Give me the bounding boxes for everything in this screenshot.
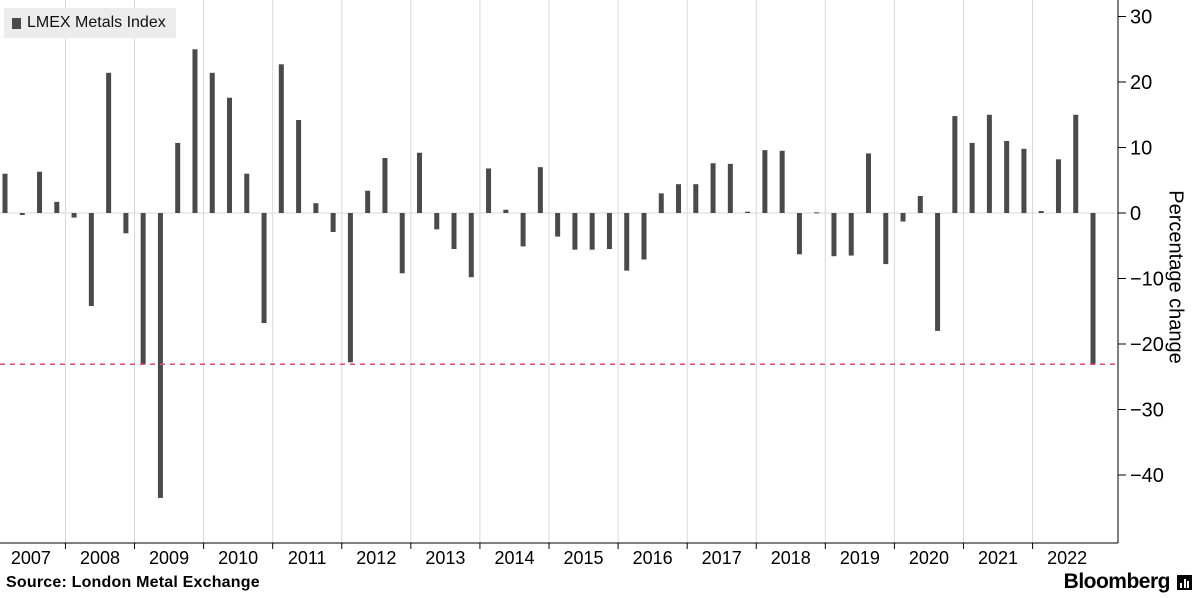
bar [1090,213,1096,365]
bar [883,213,889,265]
bar [520,213,526,247]
bar [745,211,751,213]
bar [54,201,60,213]
bar [313,203,319,213]
x-tick-label: 2007 [11,548,51,568]
bar [1021,148,1027,213]
x-tick-label: 2013 [425,548,465,568]
bar [278,64,284,213]
bar [434,213,440,230]
bar [244,173,250,213]
x-tick-label: 2021 [978,548,1018,568]
bar [486,168,492,213]
bar [106,72,112,213]
bar [779,150,785,213]
bar [710,163,716,213]
bar [19,213,25,215]
x-tick-label: 2016 [633,548,673,568]
bar [399,213,405,274]
y-tick-label: 20 [1130,72,1152,94]
bar [1055,159,1061,213]
y-tick-label: 10 [1130,138,1152,160]
x-tick-label: 2011 [288,548,327,568]
bar [900,213,906,222]
x-tick-label: 2020 [909,548,949,568]
bar [952,116,958,213]
bar [606,213,612,250]
bar [140,213,146,365]
bar [192,49,198,213]
bar [330,213,336,232]
bar [658,193,664,213]
y-axis-label: Percentage change [1164,190,1187,364]
x-tick-label: 2015 [564,548,604,568]
x-tick-label: 2014 [494,548,534,568]
bar [2,173,8,213]
bar [917,195,923,213]
y-tick-label: −20 [1130,334,1164,356]
legend-label: LMEX Metals Index [27,14,166,31]
legend-swatch [12,17,21,29]
bar [848,213,854,256]
bar [1038,211,1044,213]
x-tick-label: 2018 [771,548,811,568]
bar [641,213,647,260]
legend: LMEX Metals Index [4,8,176,38]
bar [727,163,733,213]
bar [537,167,543,213]
bar [986,114,992,213]
bar [71,213,77,218]
bar [382,157,388,213]
bar [157,213,163,498]
y-tick-label: −30 [1130,400,1164,422]
x-tick-label: 2008 [80,548,120,568]
bar [209,72,215,213]
bar [831,213,837,257]
bar [416,152,422,213]
bar [88,213,94,307]
bar [555,213,561,237]
x-tick-label: 2022 [1047,548,1087,568]
bar [261,213,267,324]
grid-lines [0,0,1118,543]
bar [676,184,682,213]
bar [1004,140,1010,213]
bar [227,97,233,213]
bar [123,213,129,234]
y-tick-label: 0 [1130,203,1141,225]
bar [296,119,302,213]
bar [866,153,871,213]
x-tick-label: 2017 [702,548,742,568]
x-tick-label: 2012 [356,548,396,568]
source-note: Source: London Metal Exchange [6,574,260,591]
bar [468,213,474,278]
bars [2,49,1096,498]
x-tick-label: 2019 [840,548,880,568]
bar [37,171,43,213]
bar [347,213,353,363]
bloomberg-logo: Bloomberg [1063,570,1171,593]
bar [365,190,371,213]
bar [969,142,975,213]
y-tick-label: −40 [1130,465,1164,487]
bar [693,184,699,213]
y-tick-label: −10 [1130,269,1164,291]
bar [572,213,578,250]
bar-chart-icon [1177,575,1192,590]
bar [175,142,181,213]
bar [451,213,457,250]
bar [624,213,630,271]
bar [503,209,509,213]
bar [796,213,802,255]
bar [1073,114,1079,213]
bar [762,150,768,213]
bar [589,213,595,250]
x-tick-label: 2009 [149,548,189,568]
bar [814,212,820,214]
bar [935,213,941,331]
x-tick-label: 2010 [218,548,258,568]
y-tick-label: 30 [1130,7,1152,29]
